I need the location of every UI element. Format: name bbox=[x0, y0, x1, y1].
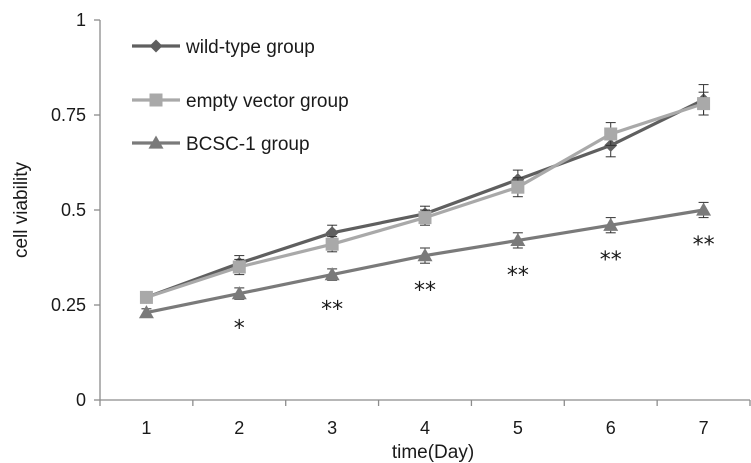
data-point bbox=[325, 226, 339, 240]
y-tick-label: 0.5 bbox=[61, 200, 86, 220]
data-point bbox=[232, 260, 246, 274]
data-point bbox=[139, 290, 153, 304]
data-point bbox=[510, 232, 526, 247]
y-tick-label: 0.75 bbox=[51, 105, 86, 125]
tick-labels: 0 0.25 0.5 0.75 1 1 2 3 4 5 6 7 bbox=[51, 10, 709, 438]
x-axis-title: time(Day) bbox=[392, 442, 474, 463]
x-tick-label: 2 bbox=[234, 418, 244, 438]
series-2 bbox=[139, 91, 711, 304]
data-point bbox=[603, 217, 619, 231]
significance-mark: * bbox=[234, 317, 245, 342]
significance-mark: ** bbox=[693, 233, 715, 258]
legend-entry: empty vector group bbox=[132, 91, 349, 112]
x-tick-label: 4 bbox=[420, 418, 430, 438]
legend-entry: BCSC-1 group bbox=[132, 134, 310, 155]
data-point bbox=[325, 237, 339, 251]
data-point bbox=[138, 305, 154, 319]
data-point bbox=[697, 97, 711, 111]
series-3 bbox=[138, 201, 712, 319]
legend-swatch-marker bbox=[148, 135, 164, 149]
significance-mark: ** bbox=[321, 298, 343, 323]
data-point bbox=[231, 286, 247, 300]
data-point bbox=[696, 202, 712, 216]
x-tick-label: 6 bbox=[606, 418, 616, 438]
axes bbox=[94, 19, 751, 406]
legend-label: empty vector group bbox=[186, 91, 349, 112]
x-tick-label: 5 bbox=[513, 418, 523, 438]
data-point bbox=[511, 180, 525, 194]
legend-swatch-marker bbox=[149, 39, 163, 53]
legend-label: wild-type group bbox=[185, 37, 315, 58]
significance-mark: ** bbox=[507, 263, 529, 288]
data-point bbox=[324, 267, 340, 281]
legend-entry: wild-type group bbox=[132, 37, 315, 58]
x-tick-label: 3 bbox=[327, 418, 337, 438]
legend-swatch-marker bbox=[149, 93, 163, 107]
data-point bbox=[604, 127, 618, 141]
x-tick-label: 1 bbox=[141, 418, 151, 438]
significance-mark: ** bbox=[600, 248, 622, 273]
legend-label: BCSC-1 group bbox=[186, 134, 310, 155]
y-tick-label: 1 bbox=[76, 10, 86, 30]
y-tick-label: 0.25 bbox=[51, 295, 86, 315]
data-point bbox=[417, 248, 433, 262]
data-point bbox=[418, 211, 432, 225]
legend: wild-type group empty vector group BCSC-1 … bbox=[132, 37, 349, 155]
series-layer bbox=[138, 84, 712, 319]
significance-mark: ** bbox=[414, 279, 436, 304]
y-axis-title: cell viability bbox=[11, 161, 32, 258]
significance-marks: *********** bbox=[234, 233, 715, 342]
y-tick-label: 0 bbox=[76, 390, 86, 410]
x-tick-label: 7 bbox=[699, 418, 709, 438]
